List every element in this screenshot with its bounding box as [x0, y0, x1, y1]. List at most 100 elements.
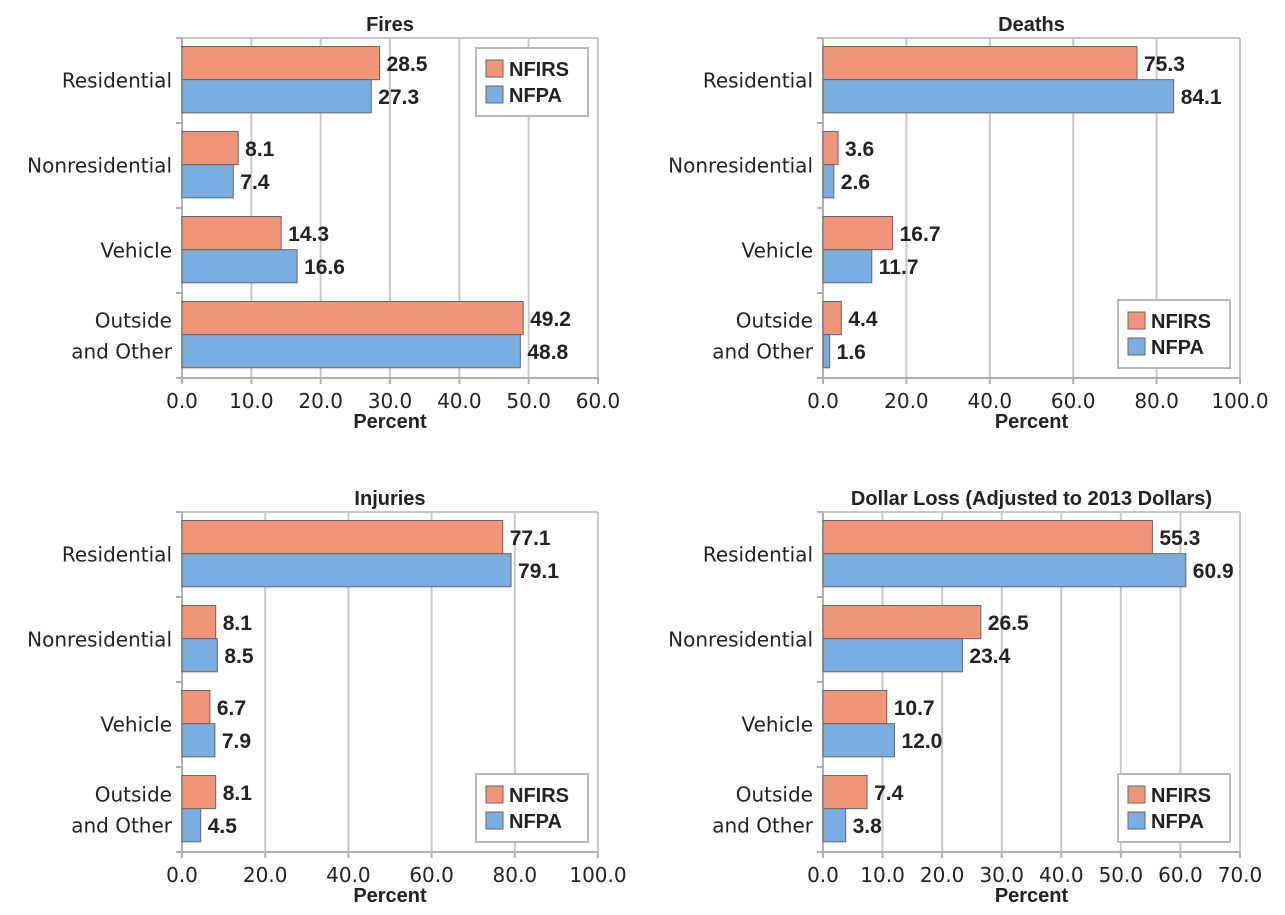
legend: NFIRS NFPA	[1117, 299, 1231, 369]
legend: NFIRS NFPA	[1117, 773, 1231, 843]
bar-nfpa	[822, 723, 895, 758]
legend-label: NFPA	[1151, 337, 1204, 359]
x-tick-label: 80.0	[493, 863, 538, 887]
legend-swatch-nfirs	[1127, 785, 1146, 804]
category-label: Nonresidential	[27, 628, 172, 652]
data-label: 3.6	[845, 138, 874, 161]
category-label: Residential	[62, 543, 172, 567]
data-label: 7.4	[874, 782, 904, 805]
data-label: 26.5	[988, 612, 1029, 635]
category-label: Vehicle	[741, 713, 813, 737]
chart-title: Fires	[366, 14, 414, 36]
data-label: 8.1	[245, 138, 275, 161]
bar-nfpa	[181, 164, 234, 199]
legend-label: NFPA	[509, 85, 562, 107]
bar-nfpa	[181, 638, 218, 673]
x-tick-label: 50.0	[1099, 863, 1144, 887]
x-tick-label: 60.0	[409, 863, 454, 887]
data-label: 49.2	[530, 308, 571, 331]
x-tick-label: 40.0	[326, 863, 371, 887]
legend-swatch-nfpa	[485, 811, 504, 830]
legend-label: NFIRS	[509, 59, 569, 81]
bar-nfirs	[822, 605, 982, 640]
bar-nfirs	[822, 46, 1138, 81]
data-label: 55.3	[1159, 527, 1200, 550]
data-label: 11.7	[879, 256, 919, 279]
x-axis-title: Percent	[995, 885, 1069, 907]
bar-nfpa	[822, 553, 1187, 588]
data-label: 12.0	[901, 730, 942, 753]
chart-panel-2: Injuries 0.0 20.0 40.0 60.0 80.0 100.0 Percent R…	[27, 488, 626, 907]
category-label: and Other	[71, 814, 173, 838]
bar-nfirs	[181, 46, 381, 81]
data-label: 79.1	[518, 560, 559, 583]
data-label: 3.8	[853, 815, 883, 838]
x-tick-label: 100.0	[1211, 389, 1268, 413]
x-tick-label: 0.0	[166, 863, 198, 887]
bar-nfpa	[181, 723, 216, 758]
category-label: Nonresidential	[668, 154, 813, 178]
data-label: 60.9	[1193, 560, 1234, 583]
data-label: 23.4	[969, 645, 1010, 668]
category-label: Residential	[703, 69, 813, 93]
legend-box	[1117, 773, 1231, 843]
data-label: 7.9	[222, 730, 251, 753]
bar-nfpa	[181, 79, 372, 114]
category-label: Outside	[95, 783, 172, 807]
x-tick-label: 80.0	[1134, 389, 1179, 413]
x-tick-label: 30.0	[368, 389, 413, 413]
data-label: 8.1	[223, 612, 253, 635]
bar-nfpa	[181, 808, 202, 843]
legend-swatch-nfirs	[1127, 311, 1146, 330]
bar-nfpa	[822, 808, 847, 843]
category-label: Residential	[703, 543, 813, 567]
bar-nfirs	[181, 131, 239, 166]
bar-nfpa	[822, 334, 831, 369]
category-label: Residential	[62, 69, 172, 93]
category-label: and Other	[712, 814, 814, 838]
x-tick-label: 70.0	[1218, 863, 1263, 887]
x-tick-label: 40.0	[437, 389, 482, 413]
chart-panel-0: Fires 0.0 10.0 20.0 30.0 40.0 50.0 60.0 Percent R…	[27, 14, 620, 433]
data-label: 2.6	[841, 171, 870, 194]
bar-nfirs	[822, 301, 842, 336]
x-tick-label: 20.0	[884, 389, 929, 413]
chart-panel-1: Deaths 0.0 20.0 40.0 60.0 80.0 100.0 Percent Res…	[668, 14, 1268, 433]
bar-nfpa	[822, 164, 835, 199]
chart-title: Dollar Loss (Adjusted to 2013 Dollars)	[851, 488, 1212, 510]
data-label: 14.3	[288, 223, 329, 246]
bar-nfpa	[822, 638, 963, 673]
legend-box	[1117, 299, 1231, 369]
data-label: 77.1	[510, 527, 551, 550]
data-label: 48.8	[527, 341, 568, 364]
data-label: 16.7	[900, 223, 941, 246]
x-axis-title: Percent	[995, 411, 1069, 433]
x-tick-label: 20.0	[298, 389, 343, 413]
data-label: 10.7	[894, 697, 935, 720]
data-label: 27.3	[378, 86, 419, 109]
bar-nfpa	[181, 249, 298, 284]
data-label: 6.7	[217, 697, 246, 720]
legend-swatch-nfpa	[1127, 811, 1146, 830]
x-tick-label: 30.0	[979, 863, 1024, 887]
legend-box	[475, 773, 589, 843]
x-tick-label: 60.0	[576, 389, 621, 413]
legend-label: NFPA	[1151, 811, 1204, 833]
data-label: 1.6	[837, 341, 866, 364]
bar-nfpa	[181, 553, 512, 588]
x-tick-label: 0.0	[807, 863, 839, 887]
legend-swatch-nfirs	[485, 785, 504, 804]
bar-nfirs	[822, 131, 839, 166]
x-tick-label: 40.0	[1039, 863, 1084, 887]
legend-swatch-nfirs	[485, 59, 504, 78]
bar-nfpa	[181, 334, 521, 369]
bar-nfirs	[822, 216, 894, 251]
bar-nfirs	[822, 520, 1153, 555]
x-tick-label: 20.0	[920, 863, 965, 887]
data-label: 8.1	[223, 782, 253, 805]
bar-nfpa	[822, 79, 1175, 114]
category-label: Outside	[95, 309, 172, 333]
chart-title: Deaths	[998, 14, 1065, 36]
x-tick-label: 60.0	[1158, 863, 1203, 887]
